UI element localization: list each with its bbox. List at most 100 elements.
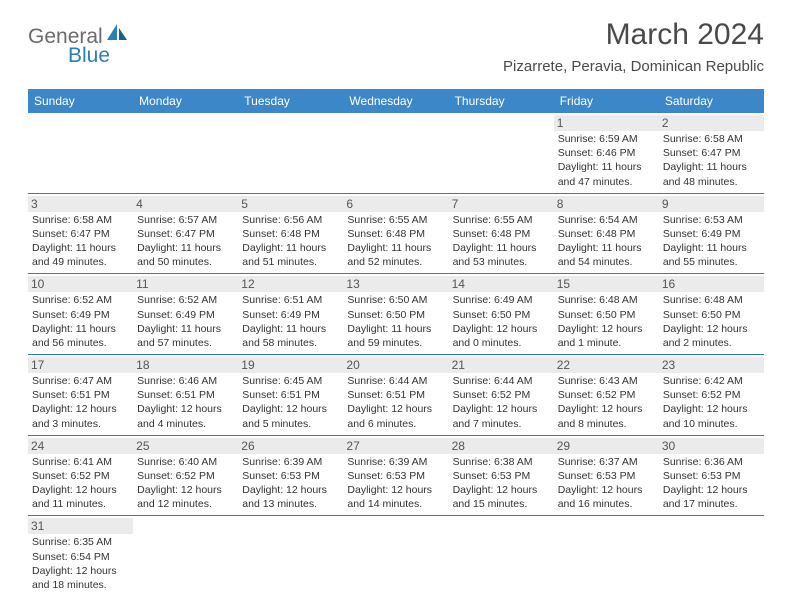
day-info: Sunrise: 6:47 AMSunset: 6:51 PMDaylight:… (32, 374, 129, 431)
calendar-row: 24Sunrise: 6:41 AMSunset: 6:52 PMDayligh… (28, 435, 764, 516)
calendar-row: 17Sunrise: 6:47 AMSunset: 6:51 PMDayligh… (28, 355, 764, 436)
day-number: 3 (28, 196, 133, 212)
day-info: Sunrise: 6:58 AMSunset: 6:47 PMDaylight:… (663, 132, 760, 189)
calendar-cell: 28Sunrise: 6:38 AMSunset: 6:53 PMDayligh… (449, 435, 554, 516)
calendar-cell: 24Sunrise: 6:41 AMSunset: 6:52 PMDayligh… (28, 435, 133, 516)
calendar-cell-empty (659, 516, 764, 596)
calendar-cell-empty (449, 516, 554, 596)
day-info: Sunrise: 6:45 AMSunset: 6:51 PMDaylight:… (242, 374, 339, 431)
day-number: 25 (133, 438, 238, 454)
day-info: Sunrise: 6:44 AMSunset: 6:52 PMDaylight:… (453, 374, 550, 431)
calendar-cell-empty (343, 516, 448, 596)
calendar-cell: 19Sunrise: 6:45 AMSunset: 6:51 PMDayligh… (238, 355, 343, 436)
day-info: Sunrise: 6:51 AMSunset: 6:49 PMDaylight:… (242, 293, 339, 350)
day-number: 19 (238, 357, 343, 373)
calendar-table: SundayMondayTuesdayWednesdayThursdayFrid… (28, 89, 764, 596)
day-number: 2 (659, 115, 764, 131)
day-number: 29 (554, 438, 659, 454)
day-number: 9 (659, 196, 764, 212)
calendar-cell: 27Sunrise: 6:39 AMSunset: 6:53 PMDayligh… (343, 435, 448, 516)
calendar-cell: 20Sunrise: 6:44 AMSunset: 6:51 PMDayligh… (343, 355, 448, 436)
calendar-cell: 10Sunrise: 6:52 AMSunset: 6:49 PMDayligh… (28, 274, 133, 355)
brand-logo: General Blue (28, 26, 129, 66)
title-block: March 2024 Pizarrete, Peravia, Dominican… (503, 18, 764, 75)
calendar-cell: 9Sunrise: 6:53 AMSunset: 6:49 PMDaylight… (659, 193, 764, 274)
calendar-row: 10Sunrise: 6:52 AMSunset: 6:49 PMDayligh… (28, 274, 764, 355)
calendar-cell: 14Sunrise: 6:49 AMSunset: 6:50 PMDayligh… (449, 274, 554, 355)
day-info: Sunrise: 6:48 AMSunset: 6:50 PMDaylight:… (558, 293, 655, 350)
day-info: Sunrise: 6:48 AMSunset: 6:50 PMDaylight:… (663, 293, 760, 350)
header: General Blue March 2024 Pizarrete, Perav… (0, 0, 792, 81)
day-number: 24 (28, 438, 133, 454)
day-info: Sunrise: 6:43 AMSunset: 6:52 PMDaylight:… (558, 374, 655, 431)
calendar-cell: 15Sunrise: 6:48 AMSunset: 6:50 PMDayligh… (554, 274, 659, 355)
calendar-cell: 12Sunrise: 6:51 AMSunset: 6:49 PMDayligh… (238, 274, 343, 355)
calendar-cell: 6Sunrise: 6:55 AMSunset: 6:48 PMDaylight… (343, 193, 448, 274)
brand-blue: Blue (68, 45, 129, 66)
day-number: 31 (28, 518, 133, 534)
day-info: Sunrise: 6:54 AMSunset: 6:48 PMDaylight:… (558, 213, 655, 270)
calendar-cell: 31Sunrise: 6:35 AMSunset: 6:54 PMDayligh… (28, 516, 133, 596)
calendar-cell: 11Sunrise: 6:52 AMSunset: 6:49 PMDayligh… (133, 274, 238, 355)
day-number: 20 (343, 357, 448, 373)
day-header: Saturday (659, 89, 764, 113)
brand-text: General Blue (28, 26, 129, 66)
day-number: 26 (238, 438, 343, 454)
day-info: Sunrise: 6:55 AMSunset: 6:48 PMDaylight:… (453, 213, 550, 270)
calendar-cell: 18Sunrise: 6:46 AMSunset: 6:51 PMDayligh… (133, 355, 238, 436)
day-number: 21 (449, 357, 554, 373)
day-header-row: SundayMondayTuesdayWednesdayThursdayFrid… (28, 89, 764, 113)
day-info: Sunrise: 6:41 AMSunset: 6:52 PMDaylight:… (32, 455, 129, 512)
day-number: 22 (554, 357, 659, 373)
day-info: Sunrise: 6:52 AMSunset: 6:49 PMDaylight:… (137, 293, 234, 350)
location-text: Pizarrete, Peravia, Dominican Republic (503, 58, 764, 75)
day-info: Sunrise: 6:52 AMSunset: 6:49 PMDaylight:… (32, 293, 129, 350)
day-number: 27 (343, 438, 448, 454)
day-info: Sunrise: 6:38 AMSunset: 6:53 PMDaylight:… (453, 455, 550, 512)
day-number: 13 (343, 276, 448, 292)
calendar-cell: 26Sunrise: 6:39 AMSunset: 6:53 PMDayligh… (238, 435, 343, 516)
day-number: 4 (133, 196, 238, 212)
calendar-cell-empty (133, 113, 238, 193)
calendar-head: SundayMondayTuesdayWednesdayThursdayFrid… (28, 89, 764, 113)
day-number: 28 (449, 438, 554, 454)
calendar-cell: 1Sunrise: 6:59 AMSunset: 6:46 PMDaylight… (554, 113, 659, 193)
day-info: Sunrise: 6:55 AMSunset: 6:48 PMDaylight:… (347, 213, 444, 270)
day-number: 30 (659, 438, 764, 454)
day-info: Sunrise: 6:58 AMSunset: 6:47 PMDaylight:… (32, 213, 129, 270)
day-number: 6 (343, 196, 448, 212)
day-info: Sunrise: 6:56 AMSunset: 6:48 PMDaylight:… (242, 213, 339, 270)
day-number: 23 (659, 357, 764, 373)
calendar-cell-empty (238, 113, 343, 193)
day-info: Sunrise: 6:35 AMSunset: 6:54 PMDaylight:… (32, 535, 129, 592)
day-number: 7 (449, 196, 554, 212)
day-info: Sunrise: 6:49 AMSunset: 6:50 PMDaylight:… (453, 293, 550, 350)
calendar-cell-empty (343, 113, 448, 193)
calendar-cell: 4Sunrise: 6:57 AMSunset: 6:47 PMDaylight… (133, 193, 238, 274)
day-number: 15 (554, 276, 659, 292)
calendar-row: 1Sunrise: 6:59 AMSunset: 6:46 PMDaylight… (28, 113, 764, 193)
day-info: Sunrise: 6:40 AMSunset: 6:52 PMDaylight:… (137, 455, 234, 512)
day-info: Sunrise: 6:59 AMSunset: 6:46 PMDaylight:… (558, 132, 655, 189)
calendar-cell: 2Sunrise: 6:58 AMSunset: 6:47 PMDaylight… (659, 113, 764, 193)
day-number: 10 (28, 276, 133, 292)
calendar-cell-empty (554, 516, 659, 596)
calendar-cell: 8Sunrise: 6:54 AMSunset: 6:48 PMDaylight… (554, 193, 659, 274)
day-number: 14 (449, 276, 554, 292)
day-number: 11 (133, 276, 238, 292)
calendar-cell-empty (449, 113, 554, 193)
calendar-cell: 16Sunrise: 6:48 AMSunset: 6:50 PMDayligh… (659, 274, 764, 355)
day-number: 17 (28, 357, 133, 373)
day-info: Sunrise: 6:57 AMSunset: 6:47 PMDaylight:… (137, 213, 234, 270)
calendar-cell: 17Sunrise: 6:47 AMSunset: 6:51 PMDayligh… (28, 355, 133, 436)
calendar-cell: 30Sunrise: 6:36 AMSunset: 6:53 PMDayligh… (659, 435, 764, 516)
day-number: 12 (238, 276, 343, 292)
day-number: 1 (554, 115, 659, 131)
day-header: Monday (133, 89, 238, 113)
day-header: Sunday (28, 89, 133, 113)
calendar-cell: 22Sunrise: 6:43 AMSunset: 6:52 PMDayligh… (554, 355, 659, 436)
calendar-cell: 13Sunrise: 6:50 AMSunset: 6:50 PMDayligh… (343, 274, 448, 355)
month-title: March 2024 (503, 18, 764, 52)
day-header: Thursday (449, 89, 554, 113)
day-info: Sunrise: 6:42 AMSunset: 6:52 PMDaylight:… (663, 374, 760, 431)
